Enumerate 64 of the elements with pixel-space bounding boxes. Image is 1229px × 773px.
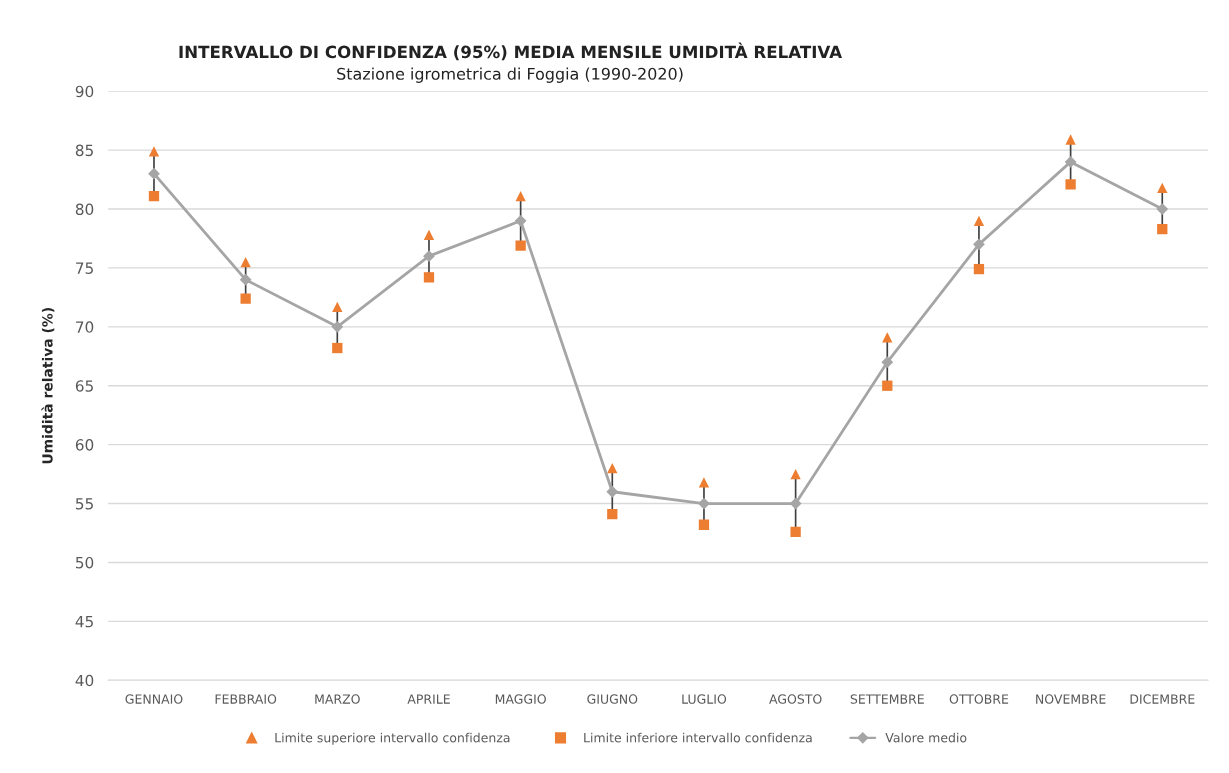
point <box>973 263 985 275</box>
point <box>698 497 710 510</box>
point <box>973 215 985 226</box>
y-tick-label: 85 <box>75 144 93 157</box>
point <box>148 190 160 202</box>
x-tick-label: MAGGIO <box>495 694 546 704</box>
point <box>332 342 343 354</box>
point <box>332 301 343 312</box>
point <box>423 250 435 263</box>
x-tick-label: GIUGNO <box>587 694 638 704</box>
point <box>973 238 985 251</box>
x-tick-label: MARZO <box>315 694 360 704</box>
point <box>331 320 344 333</box>
point <box>1065 134 1076 145</box>
y-axis-title: Umidità relativa (%) <box>41 308 55 464</box>
y-tick-label: 50 <box>76 556 94 569</box>
point <box>790 468 801 480</box>
x-tick-label: SETTEMBRE <box>850 694 924 704</box>
point <box>1157 223 1168 235</box>
point <box>423 229 435 241</box>
x-tick-label: FEBBRAIO <box>215 694 277 704</box>
point <box>1157 182 1168 193</box>
y-tick-label: 40 <box>75 674 94 687</box>
legend-label: Valore medio <box>885 732 967 743</box>
point <box>239 273 252 286</box>
legend-label: Limite superiore intervallo confidenza <box>275 732 510 745</box>
point <box>240 293 251 304</box>
point <box>423 272 435 283</box>
chart-title: INTERVALLO DI CONFIDENZA (95%) MEDIA MENSILE UMIDITÀ RELATIVA <box>179 42 843 61</box>
point <box>698 519 710 530</box>
x-tick-label: APRILE <box>407 694 450 704</box>
y-tick-label: 65 <box>75 380 93 392</box>
point <box>607 508 618 520</box>
point <box>515 190 526 202</box>
y-tick-label: 70 <box>76 321 94 333</box>
point <box>698 477 710 488</box>
point <box>882 380 893 391</box>
legend-label: Limite inferiore intervallo confidenza <box>584 732 812 743</box>
x-tick-label: LUGLIO <box>682 694 727 704</box>
point <box>1156 203 1169 215</box>
x-tick-label: DICEMBRE <box>1130 694 1195 704</box>
point <box>1065 179 1076 190</box>
point <box>1064 156 1077 168</box>
y-tick-label: 80 <box>75 203 94 216</box>
point <box>148 167 160 180</box>
y-tick-label: 55 <box>76 498 93 510</box>
x-tick-label: GENNAIO <box>125 694 183 704</box>
point <box>790 526 801 537</box>
chart-subtitle: Stazione igrometrica di Foggia (1990-2020) <box>337 67 683 83</box>
point <box>606 485 619 498</box>
y-tick-label: 45 <box>75 616 93 628</box>
y-tick-label: 60 <box>75 439 94 451</box>
x-tick-label: NOVEMBRE <box>1036 694 1106 704</box>
point <box>240 256 251 268</box>
y-tick-label: 75 <box>76 262 93 274</box>
point <box>148 146 160 157</box>
point <box>515 240 526 251</box>
y-tick-label: 90 <box>75 85 94 98</box>
point <box>607 463 618 474</box>
point <box>514 214 527 227</box>
x-tick-label: OTTOBRE <box>949 694 1009 704</box>
point <box>882 332 893 343</box>
point <box>881 356 894 369</box>
x-tick-label: AGOSTO <box>769 694 822 704</box>
